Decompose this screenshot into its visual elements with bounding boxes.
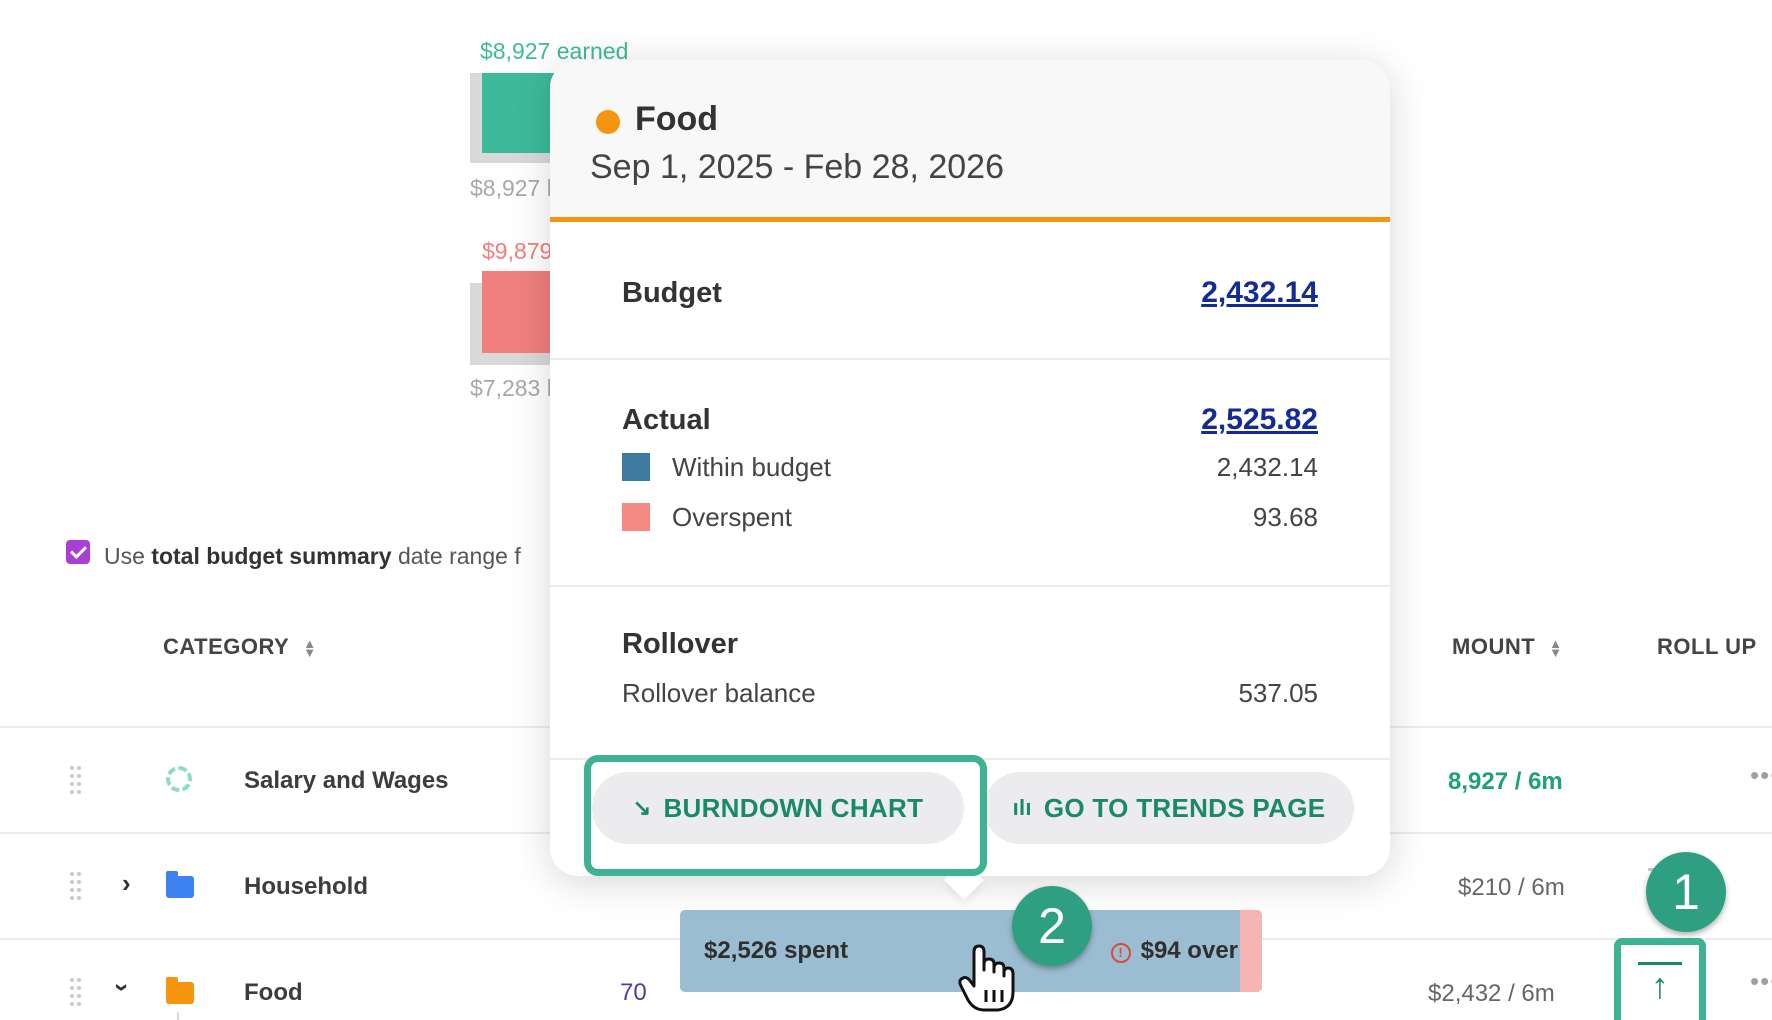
category-value: 70: [620, 979, 647, 1006]
rollup-column-header: ROLL UP: [1657, 634, 1757, 659]
within-budget-value: 2,432.14: [1216, 452, 1318, 482]
date-range-option-label: Use total budget summary date range f: [104, 543, 521, 569]
warning-icon: !: [1110, 943, 1131, 963]
category-column-header[interactable]: CATEGORY ▲ ▼: [163, 634, 317, 661]
chevron-right-icon[interactable]: ›: [122, 868, 131, 898]
spent-budget-label: $7,283 b: [470, 375, 560, 401]
popup-date-range: Sep 1, 2025 - Feb 28, 2026: [590, 148, 1004, 186]
drag-handle-icon[interactable]: [70, 872, 82, 900]
step-badge-2: 2: [1012, 886, 1092, 966]
actual-value-link[interactable]: 2,525.82: [1201, 403, 1318, 436]
more-options-icon[interactable]: •••: [1750, 760, 1772, 790]
hand-pointer-icon: [958, 944, 1015, 1012]
popup-title: Food: [635, 100, 719, 138]
sort-icon[interactable]: ▲ ▼: [1549, 636, 1563, 661]
burndown-button-highlight: [584, 755, 987, 876]
drag-handle-icon[interactable]: [70, 766, 82, 794]
bar-chart-icon: ılı: [1012, 795, 1032, 820]
chevron-down-icon[interactable]: ›: [107, 983, 138, 992]
folder-icon: [166, 871, 194, 898]
category-name[interactable]: Food: [244, 979, 303, 1006]
budget-value-link[interactable]: 2,432.14: [1201, 276, 1318, 309]
rollover-balance-value: 537.05: [1238, 678, 1318, 708]
amount-column-header[interactable]: MOUNT ▲ ▼: [1452, 634, 1563, 661]
category-name[interactable]: Household: [244, 873, 368, 900]
category-details-popup: Food Sep 1, 2025 - Feb 28, 2026 Budget 2…: [550, 60, 1390, 900]
over-amount: ! $94 over: [1110, 937, 1238, 965]
sort-icon[interactable]: ▲ ▼: [303, 636, 317, 661]
overspent-label: Overspent: [672, 502, 792, 532]
more-options-icon[interactable]: •••: [1750, 966, 1772, 996]
rollup-highlight: [1614, 938, 1706, 1020]
category-amount: $2,432 / 6m: [1428, 980, 1555, 1007]
divider: [550, 585, 1390, 587]
trends-page-button[interactable]: ılı GO TO TRENDS PAGE: [984, 772, 1354, 844]
category-name[interactable]: Salary and Wages: [244, 767, 449, 794]
actual-label: Actual: [622, 404, 711, 436]
divider: [550, 358, 1390, 360]
within-budget-swatch: [622, 453, 650, 481]
rollover-balance-label: Rollover balance: [622, 678, 816, 708]
category-amount: 8,927 / 6m: [1448, 768, 1563, 795]
tree-line: [177, 1012, 179, 1020]
step-badge-1: 1: [1646, 852, 1726, 932]
overspent-segment: [1240, 910, 1262, 992]
spent-label: $9,879: [482, 238, 553, 264]
earned-budget-label: $8,927 b: [470, 175, 560, 201]
date-range-checkbox[interactable]: [66, 540, 90, 564]
arrow-down-right-icon: ↘: [632, 795, 652, 820]
popup-header: Food Sep 1, 2025 - Feb 28, 2026: [550, 60, 1390, 222]
budget-label: Budget: [622, 277, 722, 309]
progress-ring-icon: [166, 766, 192, 792]
folder-icon: [166, 977, 194, 1004]
rollup-button[interactable]: ↑: [1638, 962, 1682, 1006]
within-budget-label: Within budget: [672, 452, 831, 482]
rollover-label: Rollover: [622, 628, 739, 660]
earned-label: $8,927 earned: [480, 38, 629, 64]
category-color-dot: [596, 110, 620, 134]
drag-handle-icon[interactable]: [70, 978, 82, 1006]
burndown-chart-button[interactable]: ↘ BURNDOWN CHART: [592, 772, 964, 844]
overspent-value: 93.68: [1252, 502, 1318, 532]
food-budget-progress-bar[interactable]: $2,526 spent ! $94 over: [680, 910, 1262, 992]
spent-amount: $2,526 spent: [704, 937, 849, 964]
category-amount: $210 / 6m: [1458, 874, 1565, 901]
overspent-swatch: [622, 503, 650, 531]
